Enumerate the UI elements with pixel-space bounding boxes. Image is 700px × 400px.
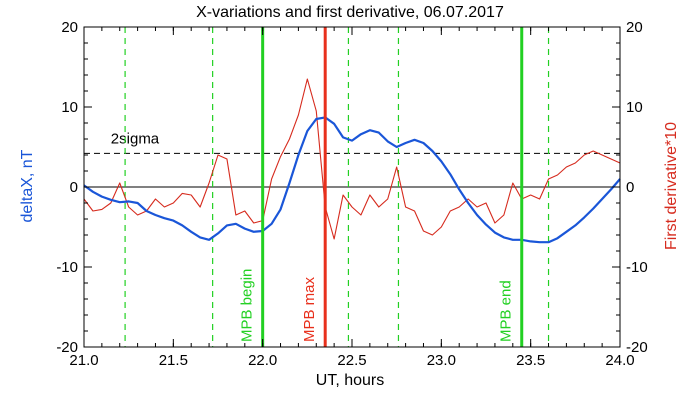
- y-tick-label-right-2: 0: [626, 179, 634, 196]
- y-tick-label-left-2: 0: [70, 179, 78, 196]
- mpb-line-label-2: MPB end: [498, 280, 515, 342]
- y-tick-label-left-4: 20: [61, 19, 78, 36]
- deltax-series-line: [83, 116, 621, 244]
- x-tick-label-6: 24.0: [605, 352, 634, 369]
- x-tick-label-2: 22.0: [248, 352, 277, 369]
- y-tick-label-left-3: 10: [61, 99, 78, 116]
- x-tick-label-1: 21.5: [159, 352, 188, 369]
- derivative-series-line: [83, 78, 621, 240]
- threshold-label: 2sigma: [111, 130, 160, 147]
- plot-area: 2sigma MPB begin MPB max MPB end 21.0 21.5 22.…: [56, 19, 647, 369]
- chart-title: X-variations and first derivative, 06.07…: [196, 4, 504, 21]
- y-tick-label-right-4: 20: [626, 19, 643, 36]
- y-tick-label-right-0: -20: [626, 339, 648, 356]
- mpb-line-label-0: MPB begin: [239, 269, 256, 342]
- y-tick-label-left-0: -20: [56, 339, 78, 356]
- y-tick-label-right-3: 10: [626, 99, 643, 116]
- right-y-axis-label: First derivative*10: [663, 122, 680, 250]
- x-axis-label: UT, hours: [316, 372, 384, 389]
- x-tick-label-5: 23.5: [516, 352, 545, 369]
- x-tick-label-0: 21.0: [69, 352, 98, 369]
- y-tick-label-left-1: -10: [56, 259, 78, 276]
- y-tick-label-right-1: -10: [626, 259, 648, 276]
- left-y-axis-label: deltaX, nT: [19, 149, 36, 222]
- mpb-line-label-1: MPB max: [301, 276, 318, 342]
- x-tick-label-4: 23.0: [427, 352, 456, 369]
- x-tick-label-3: 22.5: [337, 352, 366, 369]
